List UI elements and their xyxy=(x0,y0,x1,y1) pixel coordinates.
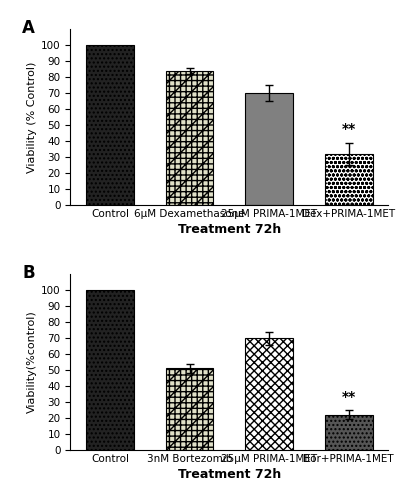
Text: **: ** xyxy=(342,390,356,404)
Bar xyxy=(86,46,134,205)
X-axis label: Treatment 72h: Treatment 72h xyxy=(178,468,281,481)
Text: B: B xyxy=(22,264,35,282)
Bar xyxy=(86,290,134,450)
Text: A: A xyxy=(22,19,35,37)
Bar xyxy=(325,414,373,450)
Y-axis label: Viability (% Control): Viability (% Control) xyxy=(27,62,37,173)
Bar xyxy=(245,338,293,450)
Y-axis label: Viability(%control): Viability(%control) xyxy=(27,310,37,414)
Bar xyxy=(245,93,293,205)
Text: **: ** xyxy=(342,122,356,136)
X-axis label: Treatment 72h: Treatment 72h xyxy=(178,223,281,236)
Bar xyxy=(166,71,214,205)
Bar xyxy=(166,368,214,450)
Bar xyxy=(325,154,373,205)
